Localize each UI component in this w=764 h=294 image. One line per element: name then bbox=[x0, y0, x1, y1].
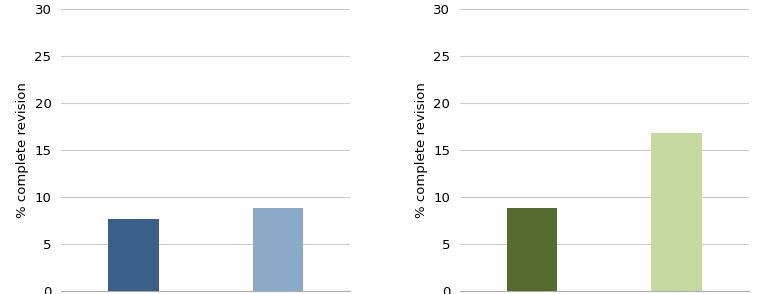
Bar bbox=[253, 208, 303, 291]
Y-axis label: % complete revision: % complete revision bbox=[16, 82, 29, 218]
Y-axis label: % complete revision: % complete revision bbox=[415, 82, 428, 218]
Bar bbox=[651, 133, 702, 291]
Bar bbox=[507, 208, 557, 291]
Bar bbox=[108, 219, 159, 291]
